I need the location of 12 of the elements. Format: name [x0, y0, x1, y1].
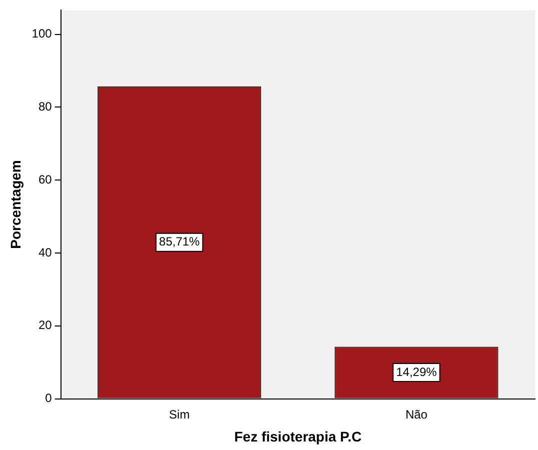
y-tick-label: 60	[38, 172, 52, 186]
y-tick-label: 100	[32, 26, 52, 41]
y-axis-title: Porcentagem	[7, 160, 24, 249]
x-tick-label: Não	[405, 407, 428, 422]
x-axis-title: Fez fisioterapia P.C	[234, 428, 362, 444]
x-tick-label: Sim	[169, 407, 190, 422]
y-tick-label: 0	[45, 391, 52, 406]
y-tick-label: 40	[38, 245, 52, 260]
data-label: 14,29%	[396, 364, 438, 379]
data-label: 85,71%	[159, 234, 200, 249]
y-tick-label: 80	[38, 99, 52, 114]
y-tick-label: 20	[38, 318, 52, 332]
